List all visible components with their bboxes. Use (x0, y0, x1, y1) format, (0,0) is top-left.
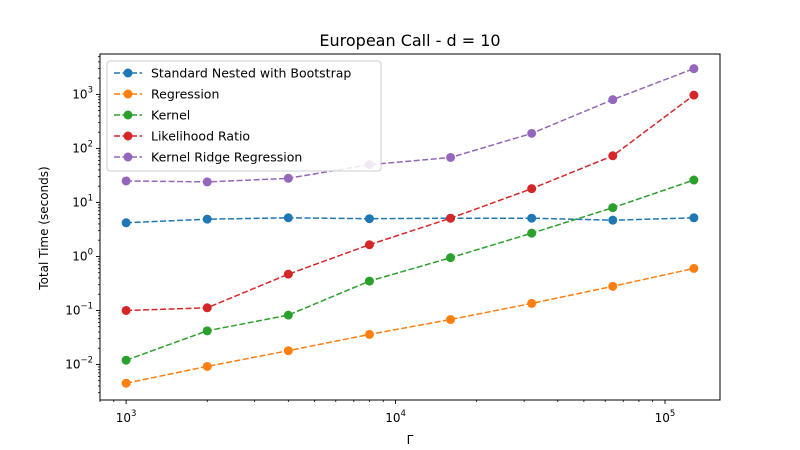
y-tick-label: 100 (72, 247, 93, 263)
legend-marker (123, 131, 133, 141)
y-tick-label: 102 (72, 139, 93, 155)
legend-box (106, 60, 382, 172)
data-point (121, 305, 131, 315)
x-tick-label: 105 (655, 409, 676, 425)
y-axis-label: Total Time (seconds) (37, 166, 51, 290)
data-point (202, 303, 212, 313)
data-point (689, 64, 699, 74)
data-point (283, 310, 293, 320)
data-point (202, 361, 212, 371)
data-point (202, 214, 212, 224)
x-axis-label: Γ (407, 433, 414, 447)
legend: Standard Nested with Bootstrap Regression… (106, 60, 382, 172)
data-point (283, 213, 293, 223)
series-line-1 (125, 267, 695, 384)
data-point (608, 95, 618, 105)
data-point (446, 152, 456, 162)
data-point (527, 228, 537, 238)
data-point (527, 184, 537, 194)
data-point (121, 355, 131, 365)
data-point (202, 326, 212, 336)
legend-label: Regression (151, 87, 219, 102)
data-point (202, 177, 212, 187)
data-point (608, 203, 618, 213)
series-lines (121, 64, 699, 388)
data-point (608, 151, 618, 161)
data-point (121, 176, 131, 186)
y-tick-label: 10−2 (65, 355, 93, 371)
data-point (364, 329, 374, 339)
series-line-2 (125, 179, 695, 361)
data-point (364, 214, 374, 224)
data-point (527, 213, 537, 223)
data-point (689, 263, 699, 273)
legend-label: Standard Nested with Bootstrap (151, 66, 351, 81)
legend-label: Kernel (151, 108, 190, 123)
y-tick-label: 101 (72, 193, 93, 209)
data-point (364, 240, 374, 250)
legend-marker (123, 110, 133, 120)
data-point (689, 175, 699, 185)
y-tick-label: 103 (72, 85, 93, 101)
series-line-4 (126, 67, 695, 183)
plot-frame (99, 53, 721, 401)
data-point (364, 276, 374, 286)
legend-marker (123, 68, 133, 78)
data-point (283, 173, 293, 183)
data-point (527, 298, 537, 308)
data-point (283, 346, 293, 356)
x-tick-label: 104 (385, 409, 406, 425)
x-tick-label: 103 (116, 409, 137, 425)
legend-label: Kernel Ridge Regression (151, 150, 302, 165)
y-tick-label: 10−1 (65, 301, 93, 317)
data-point (689, 90, 699, 100)
series-line-0 (126, 217, 694, 224)
data-point (121, 218, 131, 228)
legend-marker (123, 152, 133, 162)
data-point (527, 128, 537, 138)
data-point (689, 213, 699, 223)
legend-label: Likelihood Ratio (151, 129, 250, 144)
data-point (446, 315, 456, 325)
data-point (121, 378, 131, 388)
data-point (283, 269, 293, 279)
data-point (446, 253, 456, 263)
data-point (446, 213, 456, 223)
data-point (608, 281, 618, 291)
data-point (608, 215, 618, 225)
chart-title: European Call - d = 10 (319, 31, 500, 50)
series-line-3 (126, 94, 695, 312)
legend-marker (123, 89, 133, 99)
